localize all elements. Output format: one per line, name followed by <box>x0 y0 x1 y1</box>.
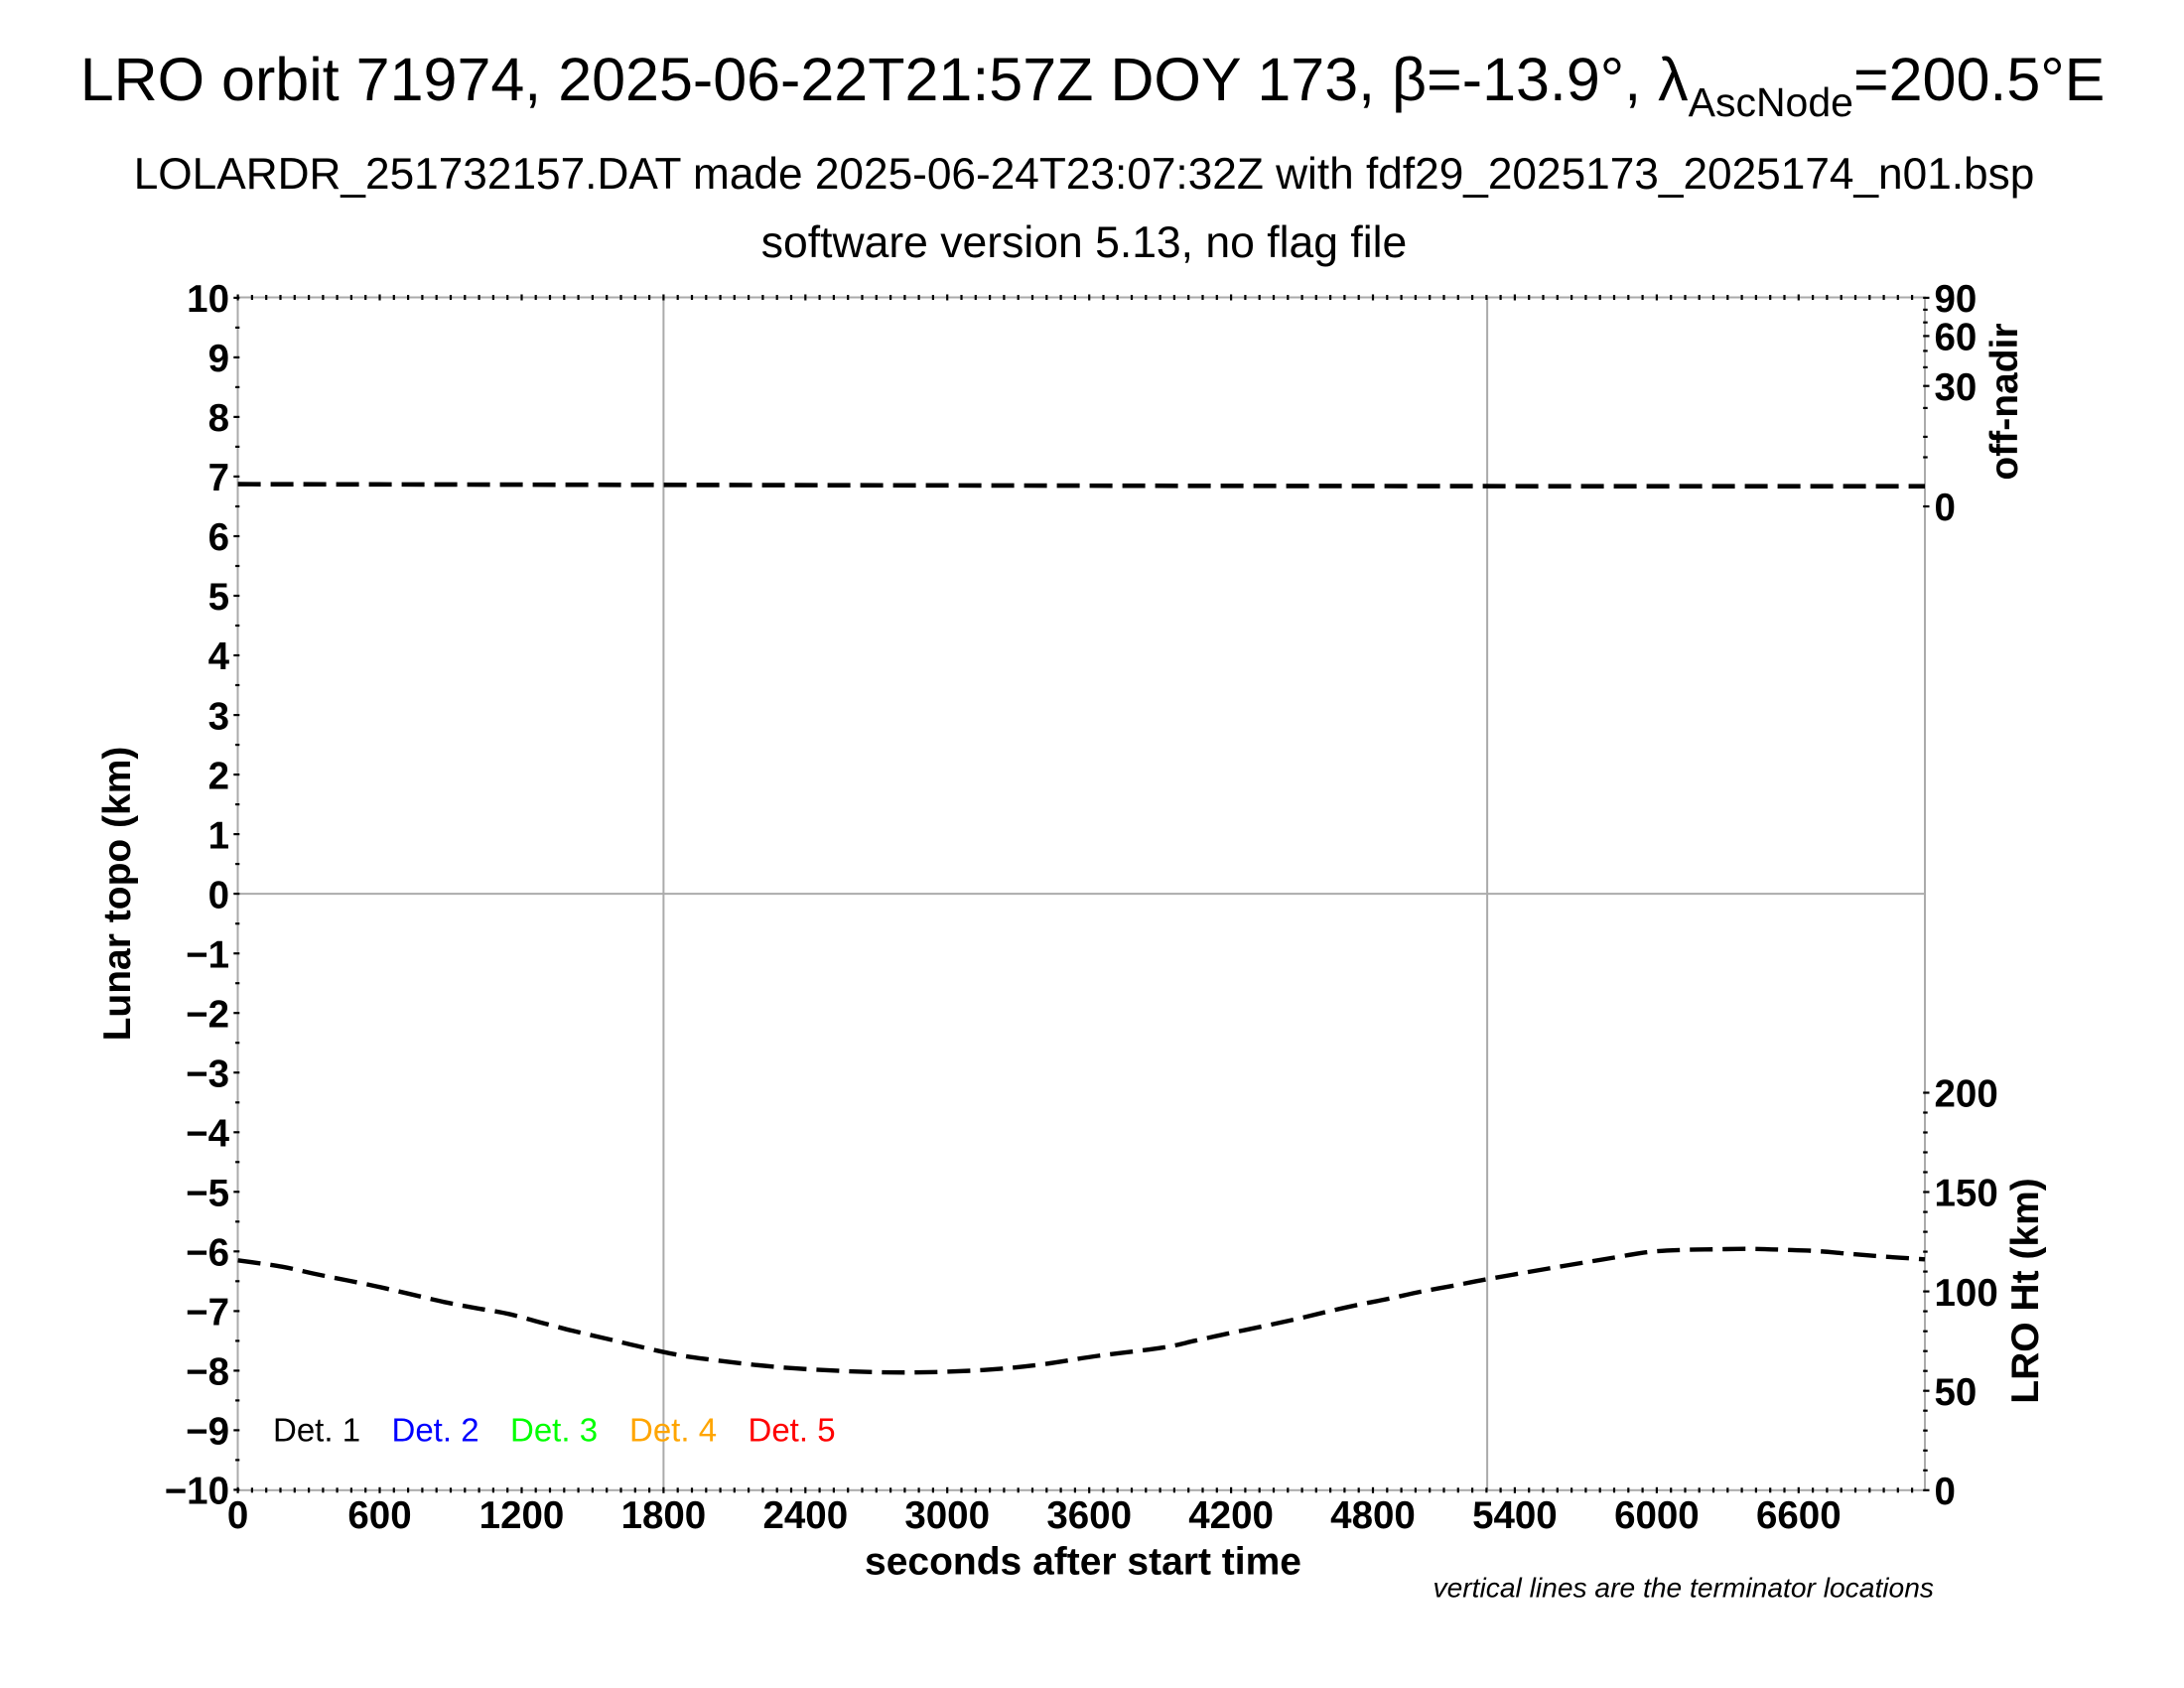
svg-text:150: 150 <box>1935 1173 1998 1215</box>
svg-text:10: 10 <box>187 278 229 321</box>
svg-text:−5: −5 <box>186 1173 229 1215</box>
svg-text:Det. 2: Det. 2 <box>392 1412 479 1449</box>
svg-text:7: 7 <box>208 457 229 499</box>
svg-text:200: 200 <box>1935 1073 1998 1116</box>
svg-text:LRO Ht (km): LRO Ht (km) <box>2004 1178 2047 1404</box>
svg-text:1200: 1200 <box>479 1494 565 1537</box>
svg-text:90: 90 <box>1935 278 1978 321</box>
svg-text:5400: 5400 <box>1472 1494 1558 1537</box>
svg-text:9: 9 <box>208 338 229 380</box>
svg-text:−9: −9 <box>186 1411 229 1454</box>
svg-text:−8: −8 <box>186 1351 229 1394</box>
svg-text:6000: 6000 <box>1614 1494 1700 1537</box>
svg-text:Det. 3: Det. 3 <box>510 1412 598 1449</box>
svg-text:0: 0 <box>227 1494 248 1537</box>
svg-text:software version 5.13, no flag: software version 5.13, no flag file <box>761 218 1408 267</box>
svg-text:3: 3 <box>208 695 229 738</box>
svg-text:100: 100 <box>1935 1272 1998 1315</box>
svg-text:60: 60 <box>1935 317 1978 359</box>
svg-text:2400: 2400 <box>762 1494 848 1537</box>
svg-text:Det. 1: Det. 1 <box>273 1412 360 1449</box>
svg-text:6: 6 <box>208 516 229 559</box>
svg-text:Lunar topo (km): Lunar topo (km) <box>96 747 139 1042</box>
svg-text:−4: −4 <box>186 1113 229 1156</box>
svg-text:2: 2 <box>208 755 229 797</box>
svg-text:−10: −10 <box>165 1471 229 1513</box>
svg-text:600: 600 <box>347 1494 411 1537</box>
svg-text:−3: −3 <box>186 1053 229 1095</box>
svg-text:LRO orbit 71974, 2025-06-22T21: LRO orbit 71974, 2025-06-22T21:57Z DOY 1… <box>80 46 2106 125</box>
svg-text:−2: −2 <box>186 993 229 1036</box>
svg-text:3600: 3600 <box>1046 1494 1132 1537</box>
svg-text:4: 4 <box>208 635 230 678</box>
svg-text:vertical lines are the termina: vertical lines are the terminator locati… <box>1433 1572 1934 1604</box>
svg-text:8: 8 <box>208 397 229 440</box>
svg-text:−7: −7 <box>186 1292 229 1335</box>
svg-text:4200: 4200 <box>1188 1494 1274 1537</box>
svg-text:0: 0 <box>208 874 229 916</box>
svg-text:6600: 6600 <box>1756 1494 1842 1537</box>
svg-text:0: 0 <box>1935 487 1956 529</box>
svg-text:1: 1 <box>208 814 229 857</box>
svg-text:3000: 3000 <box>904 1494 990 1537</box>
svg-text:Det. 4: Det. 4 <box>629 1412 717 1449</box>
svg-text:4800: 4800 <box>1330 1494 1416 1537</box>
svg-text:−1: −1 <box>186 933 229 976</box>
svg-text:−6: −6 <box>186 1232 229 1275</box>
svg-text:off-nadir: off-nadir <box>1983 323 2026 480</box>
svg-text:5: 5 <box>208 576 229 619</box>
svg-text:50: 50 <box>1935 1371 1978 1414</box>
svg-text:30: 30 <box>1935 366 1978 409</box>
svg-text:0: 0 <box>1935 1471 1956 1513</box>
svg-text:1800: 1800 <box>621 1494 707 1537</box>
svg-text:seconds after start time: seconds after start time <box>865 1541 1301 1584</box>
svg-text:Det. 5: Det. 5 <box>749 1412 836 1449</box>
svg-text:LOLARDR_251732157.DAT made 202: LOLARDR_251732157.DAT made 2025-06-24T23… <box>134 150 2035 199</box>
